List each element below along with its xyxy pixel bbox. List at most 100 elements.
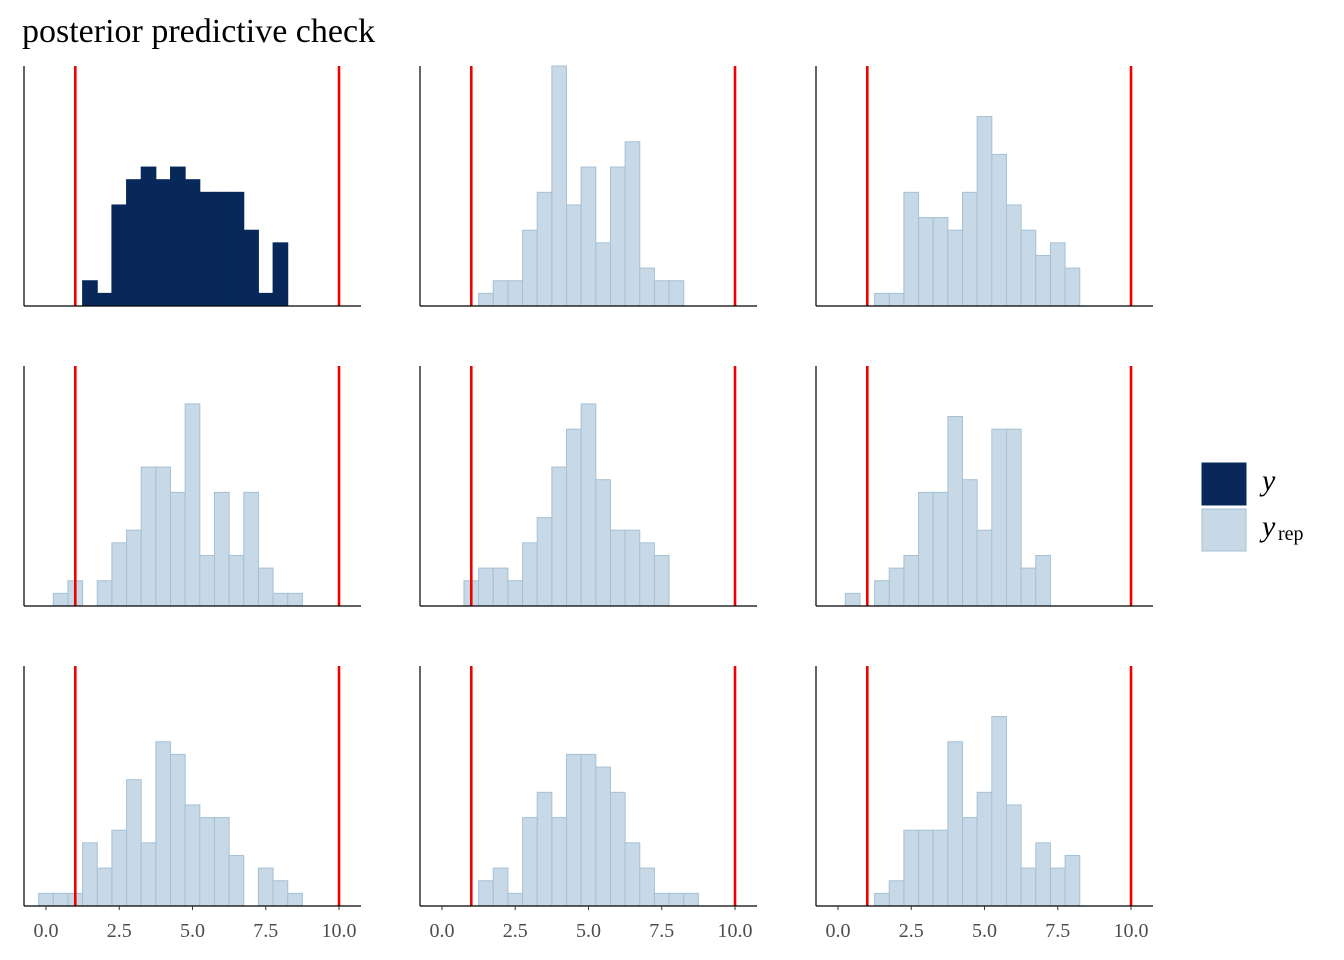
histogram-bar	[639, 867, 655, 907]
histogram-bar	[947, 229, 964, 307]
histogram-bar	[903, 191, 920, 307]
histogram-bar	[184, 804, 201, 907]
histogram-bar	[478, 880, 494, 907]
panel-8: 0.0 2.5 5.0 7.5 10.0	[419, 666, 757, 942]
histogram-bar	[140, 842, 157, 907]
panel-7: 0.0 2.5 5.0 7.5 10.0	[23, 666, 361, 942]
histogram-bar	[52, 592, 69, 607]
histogram-bar	[170, 753, 186, 907]
histogram-bar	[932, 829, 949, 907]
histogram-bar	[111, 204, 128, 307]
histogram-bar	[653, 554, 670, 607]
histogram-bar	[639, 267, 655, 307]
histogram-bar	[566, 204, 582, 307]
panel-2	[419, 65, 757, 307]
histogram-bar	[932, 217, 949, 307]
histogram-bar	[213, 491, 230, 607]
histogram-bar	[653, 280, 670, 307]
histogram-bar	[184, 403, 201, 607]
histogram-bar	[874, 292, 890, 307]
histogram-bar	[903, 829, 920, 907]
histogram-bar	[595, 766, 611, 907]
panel-5	[419, 366, 757, 607]
histogram-bar	[918, 491, 934, 607]
histogram-bar	[1035, 842, 1051, 907]
x-tick-label: 0.0	[429, 920, 454, 942]
histogram-bar	[580, 753, 597, 907]
histogram-bar	[1005, 204, 1022, 307]
histogram-bar	[507, 280, 524, 307]
histogram-bar	[213, 817, 230, 907]
histogram-bar	[1020, 229, 1037, 307]
histogram-bar	[609, 791, 626, 907]
histogram-bar	[962, 191, 978, 307]
histogram-bar	[580, 403, 597, 607]
histogram-bar	[551, 817, 568, 907]
x-tick-label: 7.5	[1045, 920, 1070, 942]
histogram-bar	[522, 542, 538, 607]
histogram-bar	[624, 842, 641, 907]
histogram-bar	[624, 529, 641, 607]
x-tick-label: 2.5	[503, 920, 528, 942]
histogram-bar	[551, 466, 568, 607]
histogram-bar	[595, 242, 611, 307]
histogram-bar	[976, 116, 993, 307]
histogram-bar	[96, 292, 113, 307]
histogram-bar	[199, 191, 215, 307]
histogram-bar	[595, 479, 611, 607]
histogram-bar	[918, 829, 934, 907]
histogram-bar	[888, 567, 905, 607]
histogram-bar	[492, 867, 509, 907]
histogram-bar	[522, 817, 538, 907]
histogram-bar	[126, 179, 142, 307]
panel-3	[815, 66, 1153, 307]
histogram-bar	[668, 892, 685, 907]
histogram-bar	[199, 817, 215, 907]
histogram-bar	[609, 166, 626, 307]
legend-label-y: y	[1259, 464, 1276, 497]
histogram-bar	[184, 179, 201, 307]
x-tick-label: 5.0	[576, 920, 601, 942]
histogram-bar	[155, 466, 172, 607]
x-tick-label: 2.5	[107, 920, 132, 942]
histogram-bar	[170, 491, 186, 607]
histogram-bar	[668, 280, 685, 307]
histogram-bar	[947, 741, 964, 907]
panel-9: 0.0 2.5 5.0 7.5 10.0	[815, 666, 1153, 942]
x-tick-label: 5.0	[180, 920, 205, 942]
histogram-bar	[653, 892, 670, 907]
histogram-bar	[844, 592, 861, 607]
legend: yy rep	[1201, 462, 1304, 552]
x-tick-label: 10.0	[718, 920, 753, 942]
histogram-bar	[257, 867, 274, 907]
histogram-bar	[155, 741, 172, 907]
panel-grid: 0.0 2.5 5.0 7.5 10.0 0.0 2.5 5.0 7.5 10.0 0.0 2.5 5.…	[23, 65, 1153, 942]
legend-label-yrep: y	[1259, 510, 1276, 543]
x-tick-label: 10.0	[322, 920, 357, 942]
histogram-bar	[82, 280, 98, 307]
x-tick-label: 7.5	[253, 920, 278, 942]
histogram-bar	[962, 817, 978, 907]
histogram-bar	[243, 229, 259, 307]
histogram-bar	[991, 716, 1007, 907]
histogram-bar	[507, 580, 524, 607]
legend-key-yrep	[1201, 508, 1247, 552]
histogram-bar	[228, 554, 245, 607]
histogram-bar	[888, 292, 905, 307]
histogram-bar	[126, 779, 142, 907]
histogram-bar	[243, 491, 259, 607]
histogram-bar	[287, 892, 303, 907]
histogram-bar	[96, 580, 113, 607]
chart-title: posterior predictive check	[22, 13, 375, 50]
legend-subscript-yrep: rep	[1278, 523, 1304, 545]
histogram-bar	[272, 242, 289, 307]
histogram-bar	[272, 592, 289, 607]
histogram-bar	[478, 292, 494, 307]
histogram-bar	[566, 428, 582, 607]
histogram-bar	[639, 542, 655, 607]
histogram-bar	[522, 229, 538, 307]
histogram-bar	[111, 829, 128, 907]
histogram-bar	[536, 517, 553, 607]
histogram-bar	[170, 166, 186, 307]
